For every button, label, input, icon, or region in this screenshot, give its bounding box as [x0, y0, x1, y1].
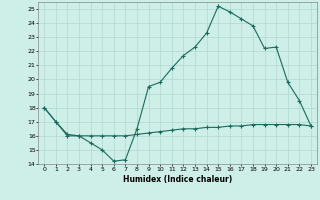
X-axis label: Humidex (Indice chaleur): Humidex (Indice chaleur) [123, 175, 232, 184]
